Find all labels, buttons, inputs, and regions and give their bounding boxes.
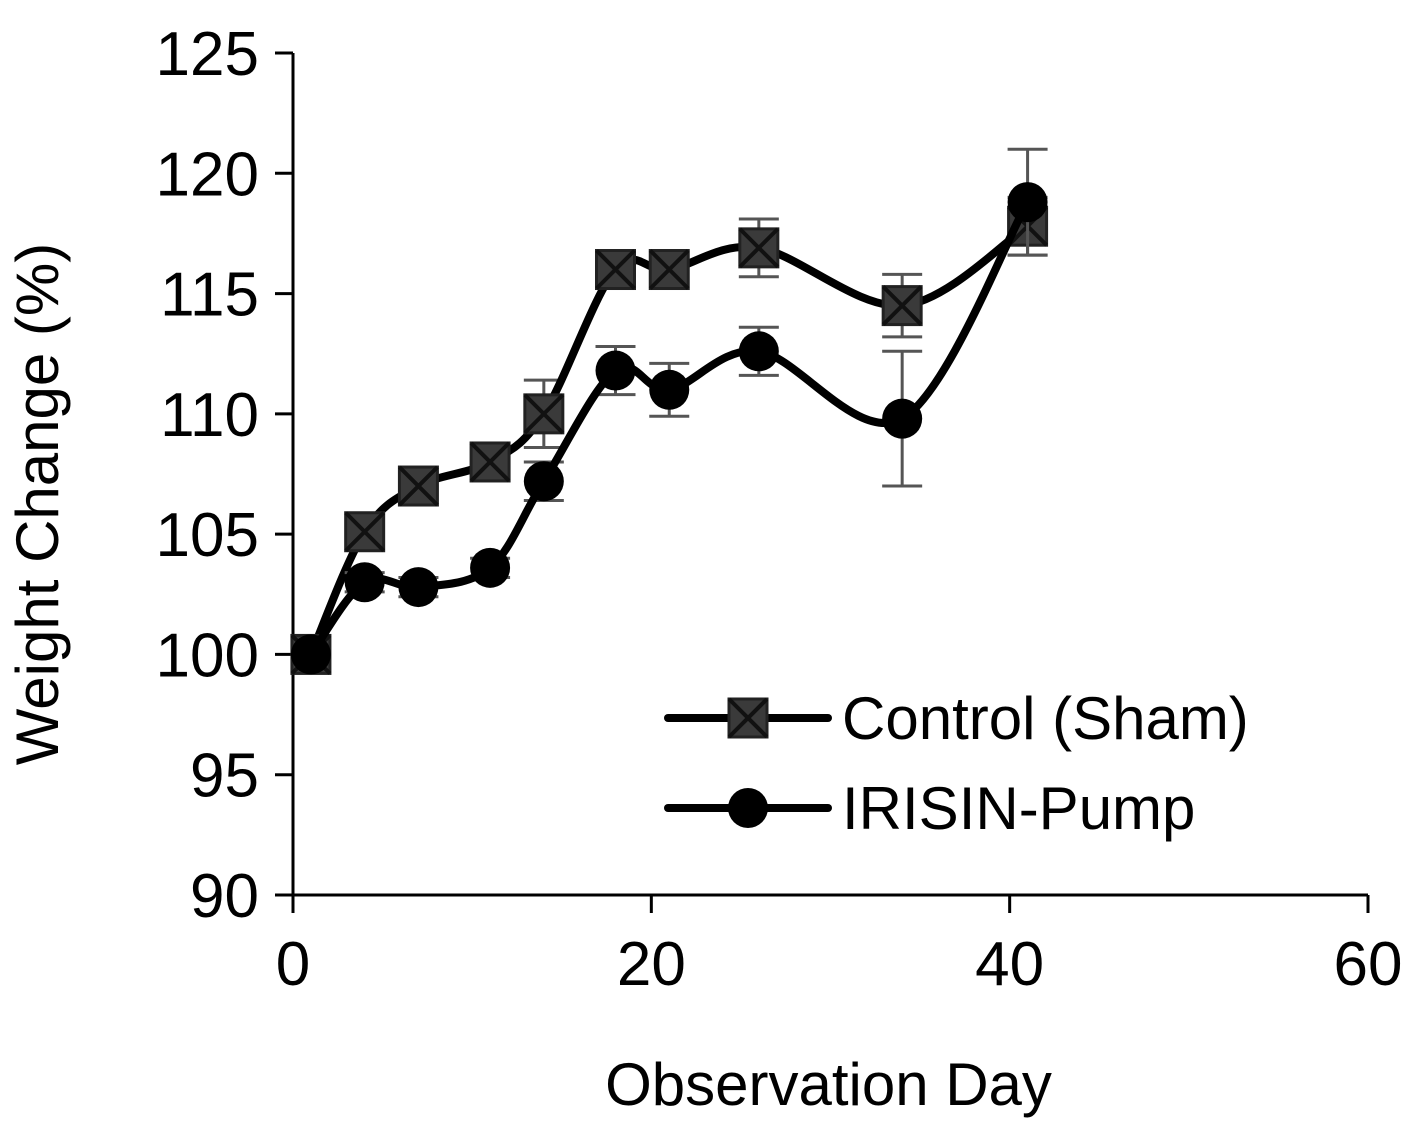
x-tick-label: 20: [617, 930, 686, 999]
series-line: [306, 222, 1032, 659]
circle-marker: [738, 331, 779, 372]
circle-marker: [728, 788, 768, 828]
marker-cross: [523, 393, 565, 435]
circle-marker: [1007, 182, 1048, 223]
square-x-marker: [881, 285, 923, 327]
square-x-marker: [595, 249, 636, 291]
x-axis-ticks: 0 20 40 60: [276, 895, 1403, 999]
marker-cross: [398, 465, 439, 507]
marker-cross: [738, 227, 780, 269]
square-x-marker: [523, 393, 565, 435]
square-x-marker: [344, 511, 386, 553]
marker-cross: [727, 697, 769, 739]
x-tick-label: 0: [276, 930, 310, 999]
series-irisin-pump: [290, 147, 1048, 675]
y-tick-label: 115: [160, 261, 259, 330]
marker-cross: [469, 441, 511, 483]
series-layer: [290, 147, 1049, 675]
legend-item: IRISIN-Pump: [664, 775, 1195, 842]
circle-marker: [398, 567, 439, 608]
y-axis-ticks: 90 95 100 105 110 115 120 125: [156, 20, 293, 931]
legend: Control (Sham) IRISIN-Pump: [664, 685, 1249, 842]
marker-cross: [881, 285, 923, 327]
square-x-marker: [727, 697, 769, 739]
circle-marker: [290, 634, 331, 675]
axes: [291, 53, 1368, 897]
y-axis-title: Weight Change (%): [4, 243, 71, 765]
marker-cross: [344, 511, 386, 553]
circle-marker: [344, 562, 385, 603]
circle-marker: [523, 461, 564, 502]
square-x-marker: [469, 441, 511, 483]
circle-marker: [595, 350, 636, 391]
x-tick-label: 40: [975, 930, 1044, 999]
marker-cross: [648, 249, 690, 290]
circle-marker: [470, 547, 511, 588]
y-tick-label: 90: [190, 862, 259, 931]
circle-marker: [649, 369, 690, 410]
square-x-marker: [648, 249, 690, 291]
legend-label: Control (Sham): [842, 685, 1249, 752]
y-tick-label: 100: [156, 621, 259, 690]
square-x-marker: [397, 465, 439, 507]
legend-item: Control (Sham): [664, 685, 1249, 752]
x-tick-label: 60: [1334, 930, 1403, 999]
square-x-marker: [738, 227, 780, 269]
y-tick-label: 105: [156, 501, 259, 570]
y-tick-label: 120: [156, 140, 259, 209]
y-tick-label: 110: [160, 381, 259, 450]
y-tick-label: 125: [156, 20, 259, 89]
marker-cross: [595, 249, 636, 290]
circle-marker: [882, 398, 923, 439]
y-tick-label: 95: [190, 742, 259, 811]
legend-label: IRISIN-Pump: [842, 775, 1195, 842]
x-axis-title: Observation Day: [605, 1051, 1052, 1118]
